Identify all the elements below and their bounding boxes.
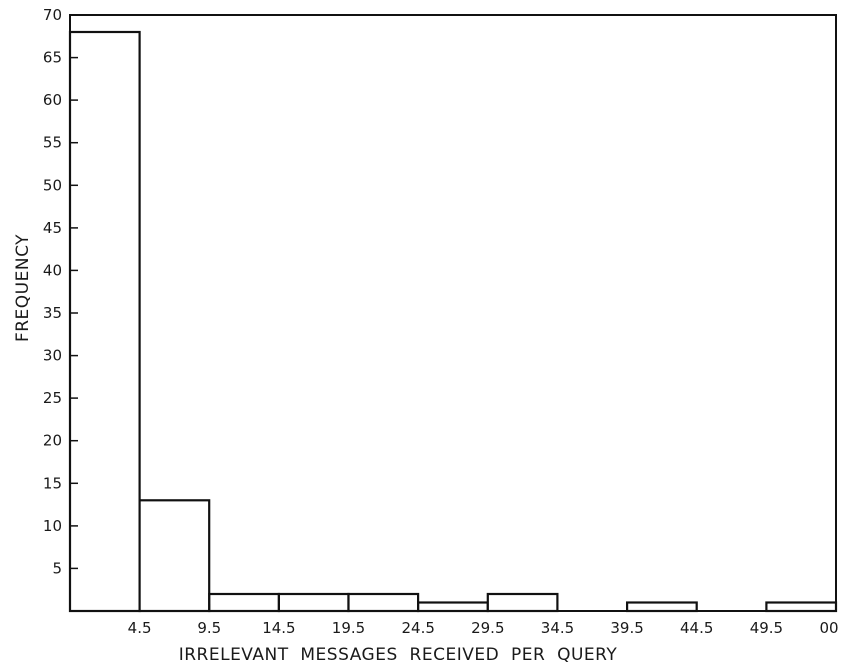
y-tick-label: 45 xyxy=(43,219,62,237)
x-tick-label: 49.5 xyxy=(750,619,783,637)
x-tick-label: 44.5 xyxy=(680,619,713,637)
x-axis-title: IRRELEVANT MESSAGES RECEIVED PER QUERY xyxy=(179,645,618,665)
histogram-bar xyxy=(68,30,141,613)
y-tick-label: 70 xyxy=(43,6,62,24)
y-tick-label: 15 xyxy=(43,474,62,492)
x-tick-label: 4.5 xyxy=(128,619,152,637)
x-tick-label: 19.5 xyxy=(332,619,365,637)
y-tick-label: 20 xyxy=(43,432,62,450)
ticks-layer xyxy=(70,14,837,611)
y-axis-title: FREQUENCY xyxy=(13,234,33,342)
x-tick-label: 34.5 xyxy=(541,619,574,637)
histogram-bar xyxy=(138,499,211,613)
y-tick-label: 60 xyxy=(43,91,62,109)
y-tick-label: 5 xyxy=(52,559,62,577)
y-tick-label: 40 xyxy=(43,261,62,279)
bars-layer xyxy=(68,30,838,613)
y-tick-label: 35 xyxy=(43,304,62,322)
labels-layer: 5 10 15 20 25 30 35 40 45 50 55 60 65 70 4.5 9.5 14.5 19.… xyxy=(43,6,839,637)
histogram-bar xyxy=(417,601,489,613)
histogram-bar xyxy=(277,592,350,613)
histogram-bar xyxy=(486,592,559,613)
y-tick-label: 50 xyxy=(43,176,62,194)
y-tick-label: 25 xyxy=(43,389,62,407)
y-tick-label: 65 xyxy=(43,49,62,67)
x-tick-label: 29.5 xyxy=(471,619,504,637)
histogram-bar xyxy=(347,592,420,613)
x-tick-label: 39.5 xyxy=(610,619,643,637)
histogram-bar xyxy=(625,601,698,613)
x-tick-label: 24.5 xyxy=(401,619,434,637)
histogram-bar xyxy=(765,601,838,613)
x-tick-label: 14.5 xyxy=(262,619,295,637)
x-tick-label: 9.5 xyxy=(197,619,221,637)
y-tick-label: 10 xyxy=(43,517,62,535)
x-tick-label: 00 xyxy=(819,619,838,637)
y-tick-label: 30 xyxy=(43,347,62,365)
y-tick-label: 55 xyxy=(43,134,62,152)
histogram-bar xyxy=(208,592,281,613)
